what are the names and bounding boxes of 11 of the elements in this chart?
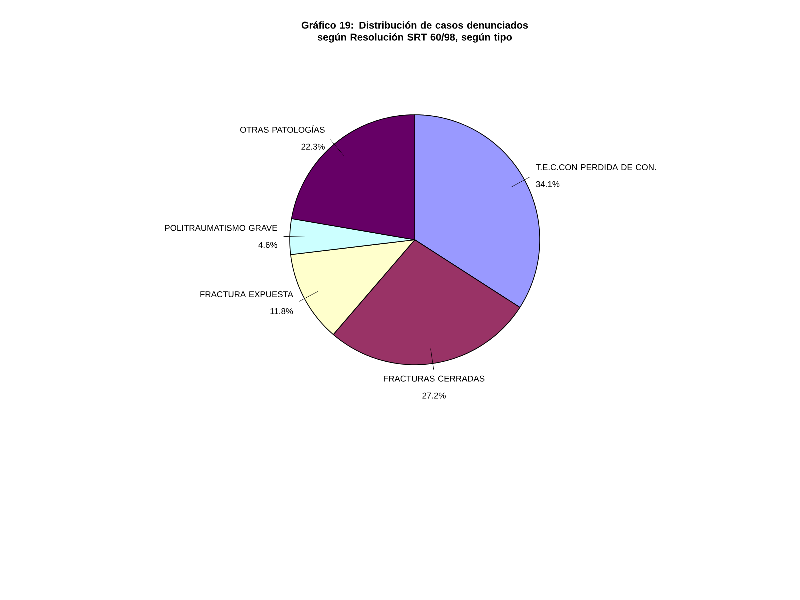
slice-label: FRACTURA EXPUESTA	[200, 291, 294, 298]
data-label: 11.8%	[270, 308, 294, 314]
data-label: 22.3%	[302, 144, 325, 150]
slice-label: POLITRAUMATISMO GRAVE	[165, 225, 278, 232]
data-label: 34.1%	[536, 181, 560, 188]
slice-label: T.E.C.CON PERDIDA DE CON.	[536, 164, 656, 170]
slice-label: OTRAS PATOLOGÍAS	[240, 126, 325, 133]
data-label: 4.6%	[258, 242, 278, 248]
chart-title: Gráfico 19: Distribución de casos denunciados según Resolución SRT 60/98, según tipo	[302, 22, 528, 43]
data-label: 27.2%	[422, 392, 446, 399]
slice-label: FRACTURAS CERRADAS	[384, 376, 485, 382]
